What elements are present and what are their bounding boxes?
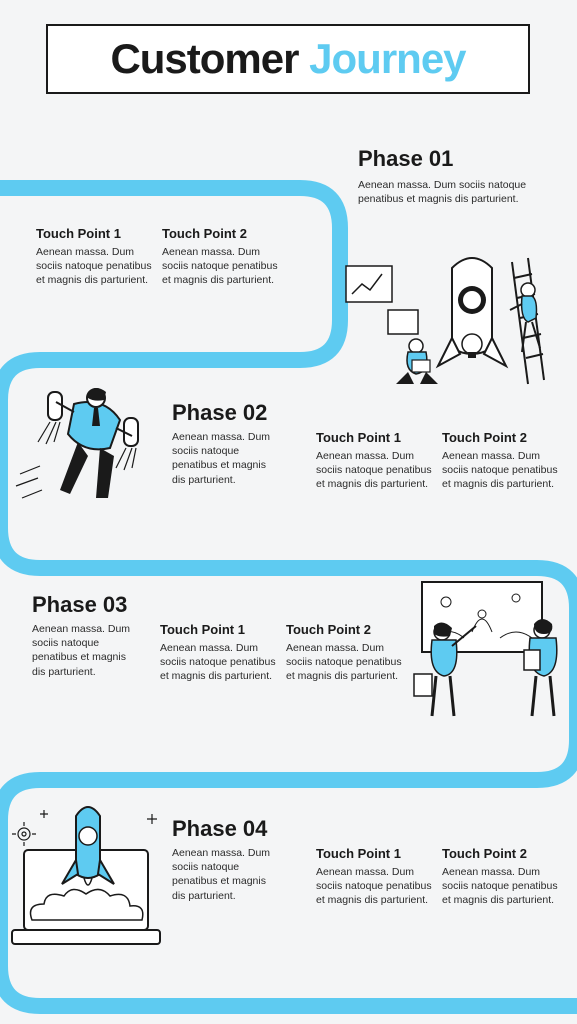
phase-01-touchpoint-2: Touch Point 2 Aenean massa. Dum sociis n… bbox=[162, 226, 280, 288]
tp-body: Aenean massa. Dum sociis natoque penatib… bbox=[160, 641, 278, 684]
tp-title: Touch Point 2 bbox=[442, 846, 560, 861]
title-box: Customer Journey bbox=[46, 24, 530, 94]
phase-04-body: Aenean massa. Dum sociis natoque penatib… bbox=[172, 846, 282, 903]
jetpack-person-icon bbox=[14, 378, 174, 528]
title-word-a: Customer bbox=[110, 35, 298, 82]
phase-02-body: Aenean massa. Dum sociis natoque penatib… bbox=[172, 430, 282, 487]
phase-01-body: Aenean massa. Dum sociis natoque penatib… bbox=[358, 178, 538, 206]
phase-02-touchpoint-1: Touch Point 1 Aenean massa. Dum sociis n… bbox=[316, 430, 434, 492]
presentation-duo-icon bbox=[406, 576, 576, 726]
tp-body: Aenean massa. Dum sociis natoque penatib… bbox=[316, 865, 434, 908]
tp-title: Touch Point 2 bbox=[442, 430, 560, 445]
phase-02-title: Phase 02 bbox=[172, 400, 312, 426]
tp-body: Aenean massa. Dum sociis natoque penatib… bbox=[316, 449, 434, 492]
title-word-b: Journey bbox=[309, 35, 465, 82]
tp-title: Touch Point 2 bbox=[286, 622, 404, 637]
phase-02-touchpoint-2: Touch Point 2 Aenean massa. Dum sociis n… bbox=[442, 430, 560, 492]
tp-title: Touch Point 1 bbox=[36, 226, 154, 241]
tp-body: Aenean massa. Dum sociis natoque penatib… bbox=[442, 449, 560, 492]
tp-body: Aenean massa. Dum sociis natoque penatib… bbox=[286, 641, 404, 684]
phase-03-body: Aenean massa. Dum sociis natoque penatib… bbox=[32, 622, 142, 679]
phase-01-touchpoint-1: Touch Point 1 Aenean massa. Dum sociis n… bbox=[36, 226, 154, 288]
laptop-rocket-icon bbox=[6, 800, 176, 960]
tp-title: Touch Point 1 bbox=[160, 622, 278, 637]
tp-body: Aenean massa. Dum sociis natoque penatib… bbox=[36, 245, 154, 288]
phase-04-touchpoint-1: Touch Point 1 Aenean massa. Dum sociis n… bbox=[316, 846, 434, 908]
phase-04-title: Phase 04 bbox=[172, 816, 312, 842]
tp-body: Aenean massa. Dum sociis natoque penatib… bbox=[162, 245, 280, 288]
page-title: Customer Journey bbox=[110, 35, 465, 83]
phase-01-title: Phase 01 bbox=[358, 146, 528, 172]
tp-title: Touch Point 2 bbox=[162, 226, 280, 241]
rocket-team-icon bbox=[342, 248, 562, 398]
tp-body: Aenean massa. Dum sociis natoque penatib… bbox=[442, 865, 560, 908]
phase-04-touchpoint-2: Touch Point 2 Aenean massa. Dum sociis n… bbox=[442, 846, 560, 908]
phase-03-touchpoint-2: Touch Point 2 Aenean massa. Dum sociis n… bbox=[286, 622, 404, 684]
tp-title: Touch Point 1 bbox=[316, 846, 434, 861]
phase-03-touchpoint-1: Touch Point 1 Aenean massa. Dum sociis n… bbox=[160, 622, 278, 684]
phase-03-title: Phase 03 bbox=[32, 592, 172, 618]
tp-title: Touch Point 1 bbox=[316, 430, 434, 445]
